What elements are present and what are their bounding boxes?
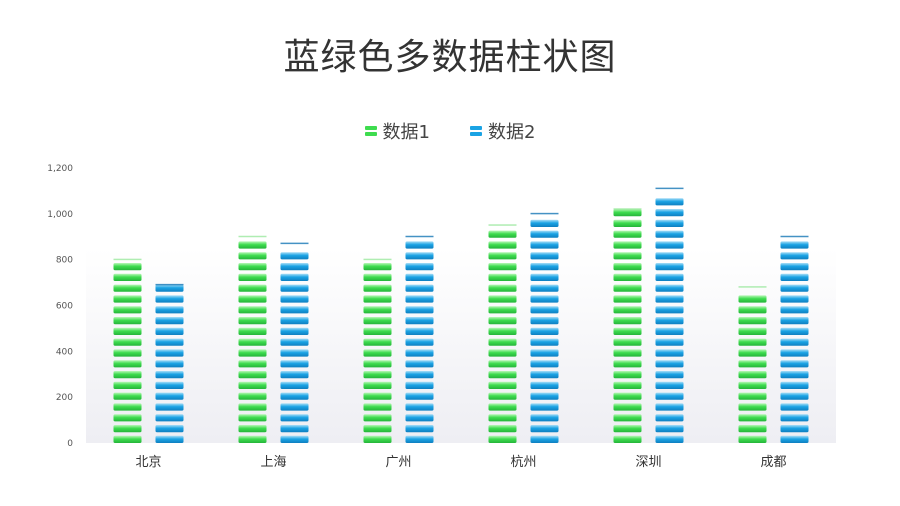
y-tick-label: 0	[67, 439, 73, 449]
y-tick-label: 1,000	[47, 210, 73, 220]
y-tick-label: 600	[56, 302, 73, 312]
y-tick-label: 200	[56, 393, 73, 403]
y-tick-label: 800	[56, 256, 73, 266]
bar	[488, 224, 517, 443]
plot-background	[86, 248, 836, 443]
bar	[738, 286, 767, 443]
bar	[780, 235, 809, 443]
bar	[155, 283, 184, 443]
x-tick-label: 北京	[135, 455, 161, 470]
legend: 数据1 数据2	[0, 118, 900, 144]
y-tick-label: 1,200	[47, 164, 73, 174]
legend-item-series-1: 数据1	[364, 118, 430, 144]
x-tick-label: 杭州	[510, 455, 536, 470]
bar	[405, 235, 434, 443]
bar	[363, 258, 392, 443]
x-tick-label: 广州	[385, 455, 411, 470]
x-tick-label: 成都	[760, 455, 786, 470]
x-tick-label: 上海	[260, 455, 286, 470]
legend-swatch-series-1	[364, 126, 377, 136]
bar	[238, 235, 267, 443]
bar	[613, 208, 642, 443]
legend-label-series-2: 数据2	[488, 122, 536, 143]
bar	[280, 242, 309, 443]
legend-item-series-2: 数据2	[470, 118, 535, 144]
bar	[655, 187, 684, 443]
bar	[113, 258, 142, 443]
x-tick-label: 深圳	[635, 455, 661, 470]
legend-label-series-1: 数据1	[382, 122, 430, 143]
bar	[530, 212, 559, 443]
y-tick-label: 400	[56, 347, 73, 357]
legend-swatch-series-2	[470, 126, 482, 136]
chart-title: 蓝绿色多数据柱状图	[283, 37, 617, 78]
